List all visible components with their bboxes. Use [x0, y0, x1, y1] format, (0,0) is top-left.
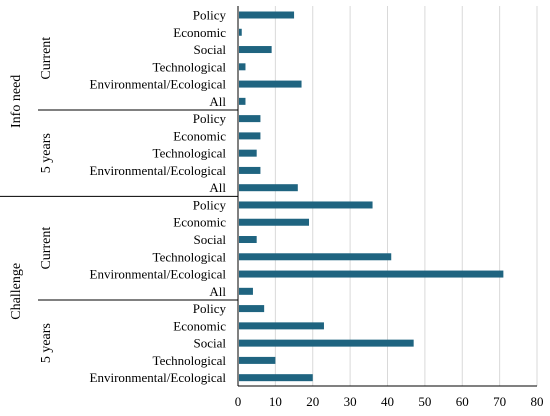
x-tick-label: 10: [269, 394, 282, 409]
category-label: Environmental/Ecological: [90, 370, 227, 385]
subgroup-label: Current: [39, 37, 54, 80]
group-labels: Current 5 years Current 5 years Info need Cha…: [9, 37, 54, 363]
category-label: Economic: [173, 215, 226, 230]
subgroup-label: 5 years: [39, 323, 54, 363]
category-label: Policy: [193, 111, 227, 126]
x-tick-label: 0: [235, 394, 242, 409]
x-tick-label: 70: [493, 394, 506, 409]
category-label: Policy: [193, 301, 227, 316]
x-tick-labels: 0 10 20 30 40 50 60 70 80: [235, 394, 544, 409]
group-label: Challenge: [9, 263, 24, 320]
category-label: Environmental/Ecological: [90, 163, 227, 178]
bar: [239, 218, 310, 226]
category-label: Technological: [153, 353, 227, 368]
bar: [239, 339, 414, 347]
x-tick-label: 80: [531, 394, 544, 409]
bar: [239, 236, 257, 244]
category-label: Economic: [173, 128, 226, 143]
category-label: Technological: [153, 249, 227, 264]
category-label: Policy: [193, 197, 227, 212]
category-label: Technological: [153, 59, 227, 74]
bar: [239, 374, 313, 382]
category-label: Social: [194, 336, 227, 351]
category-label: All: [209, 284, 226, 299]
bar: [239, 322, 324, 330]
bar: [239, 149, 257, 157]
x-tick-label: 40: [381, 394, 394, 409]
x-tick-label: 50: [418, 394, 431, 409]
bars: [239, 11, 504, 382]
category-label: Environmental/Ecological: [90, 267, 227, 282]
subgroup-label: Current: [39, 227, 54, 270]
bar: [239, 46, 272, 54]
bar: [239, 356, 276, 364]
bar: [239, 253, 392, 261]
bar: [239, 80, 302, 88]
category-label: All: [209, 180, 226, 195]
bar: [239, 11, 295, 19]
category-label: Technological: [153, 146, 227, 161]
bar: [239, 132, 261, 140]
bar: [239, 201, 373, 209]
bar: [239, 184, 298, 192]
category-label: All: [209, 94, 226, 109]
bar: [239, 305, 265, 313]
bar: [239, 166, 261, 174]
group-separators: [0, 109, 238, 301]
category-label: Economic: [173, 318, 226, 333]
bar: [239, 97, 246, 105]
x-tick-label: 30: [344, 394, 357, 409]
category-labels: Policy Economic Social Technological Environ…: [90, 8, 227, 386]
group-label: Info need: [9, 75, 24, 128]
bar: [239, 63, 246, 71]
x-tick-label: 20: [306, 394, 319, 409]
category-label: Policy: [193, 8, 227, 23]
category-label: Social: [194, 232, 227, 247]
subgroup-label: 5 years: [39, 133, 54, 173]
category-label: Economic: [173, 25, 226, 40]
category-label: Environmental/Ecological: [90, 77, 227, 92]
category-label: Social: [194, 42, 227, 57]
bar: [239, 287, 253, 295]
bar: [239, 115, 261, 123]
x-tick-label: 60: [456, 394, 469, 409]
bar: [239, 28, 242, 36]
grid-lines: [274, 6, 538, 386]
bar: [239, 270, 504, 278]
